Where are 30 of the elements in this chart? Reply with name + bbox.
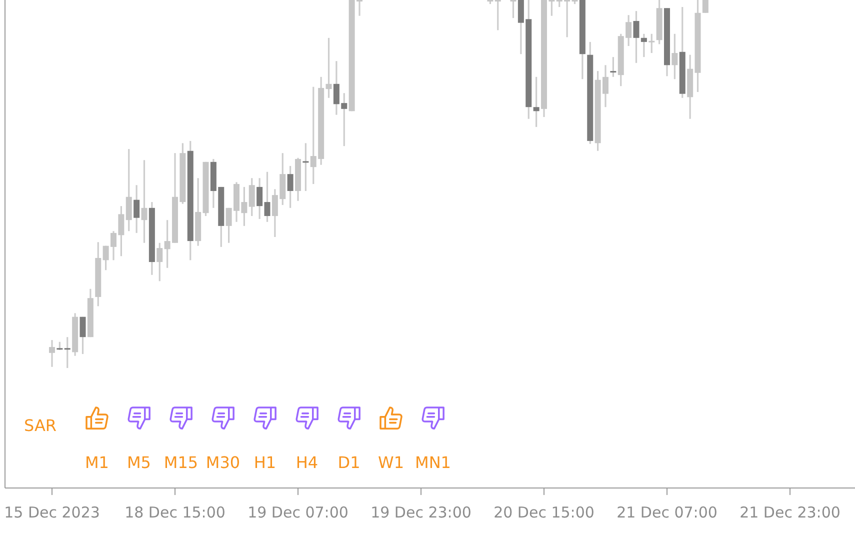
candlestick xyxy=(702,0,708,14)
candlestick xyxy=(633,10,640,64)
candlestick xyxy=(49,339,55,368)
candlestick xyxy=(156,242,163,282)
category-label: H1 xyxy=(254,453,276,472)
candlestick xyxy=(648,33,655,54)
x-tick-label: 18 Dec 15:00 xyxy=(124,504,226,522)
category-label: W1 xyxy=(378,453,404,472)
candlestick xyxy=(248,177,255,217)
candlestick xyxy=(610,56,616,78)
candlestick xyxy=(510,0,516,19)
candlestick xyxy=(494,0,501,31)
category-label: M15 xyxy=(164,453,198,472)
x-tick-label: 15 Dec 2023 xyxy=(4,504,100,522)
x-tick-label: 21 Dec 07:00 xyxy=(616,504,718,522)
text: SAR xyxy=(24,416,57,435)
candlestick xyxy=(141,159,148,244)
x-tick-label: 20 Dec 15:00 xyxy=(494,504,594,522)
x-tick-label: 19 Dec 23:00 xyxy=(370,504,472,522)
candlestick xyxy=(126,148,132,232)
category-label: D1 xyxy=(338,453,360,472)
category-label: MN1 xyxy=(415,453,451,472)
x-tick-label: 19 Dec 07:00 xyxy=(248,504,348,522)
category-label: M5 xyxy=(127,453,151,472)
category-label: M1 xyxy=(85,453,109,472)
candlestick xyxy=(672,33,678,80)
candlestick xyxy=(326,37,332,99)
category-label: M30 xyxy=(206,453,240,472)
x-tick-label: 21 Dec 23:00 xyxy=(740,504,840,522)
category-label: H4 xyxy=(296,453,318,472)
